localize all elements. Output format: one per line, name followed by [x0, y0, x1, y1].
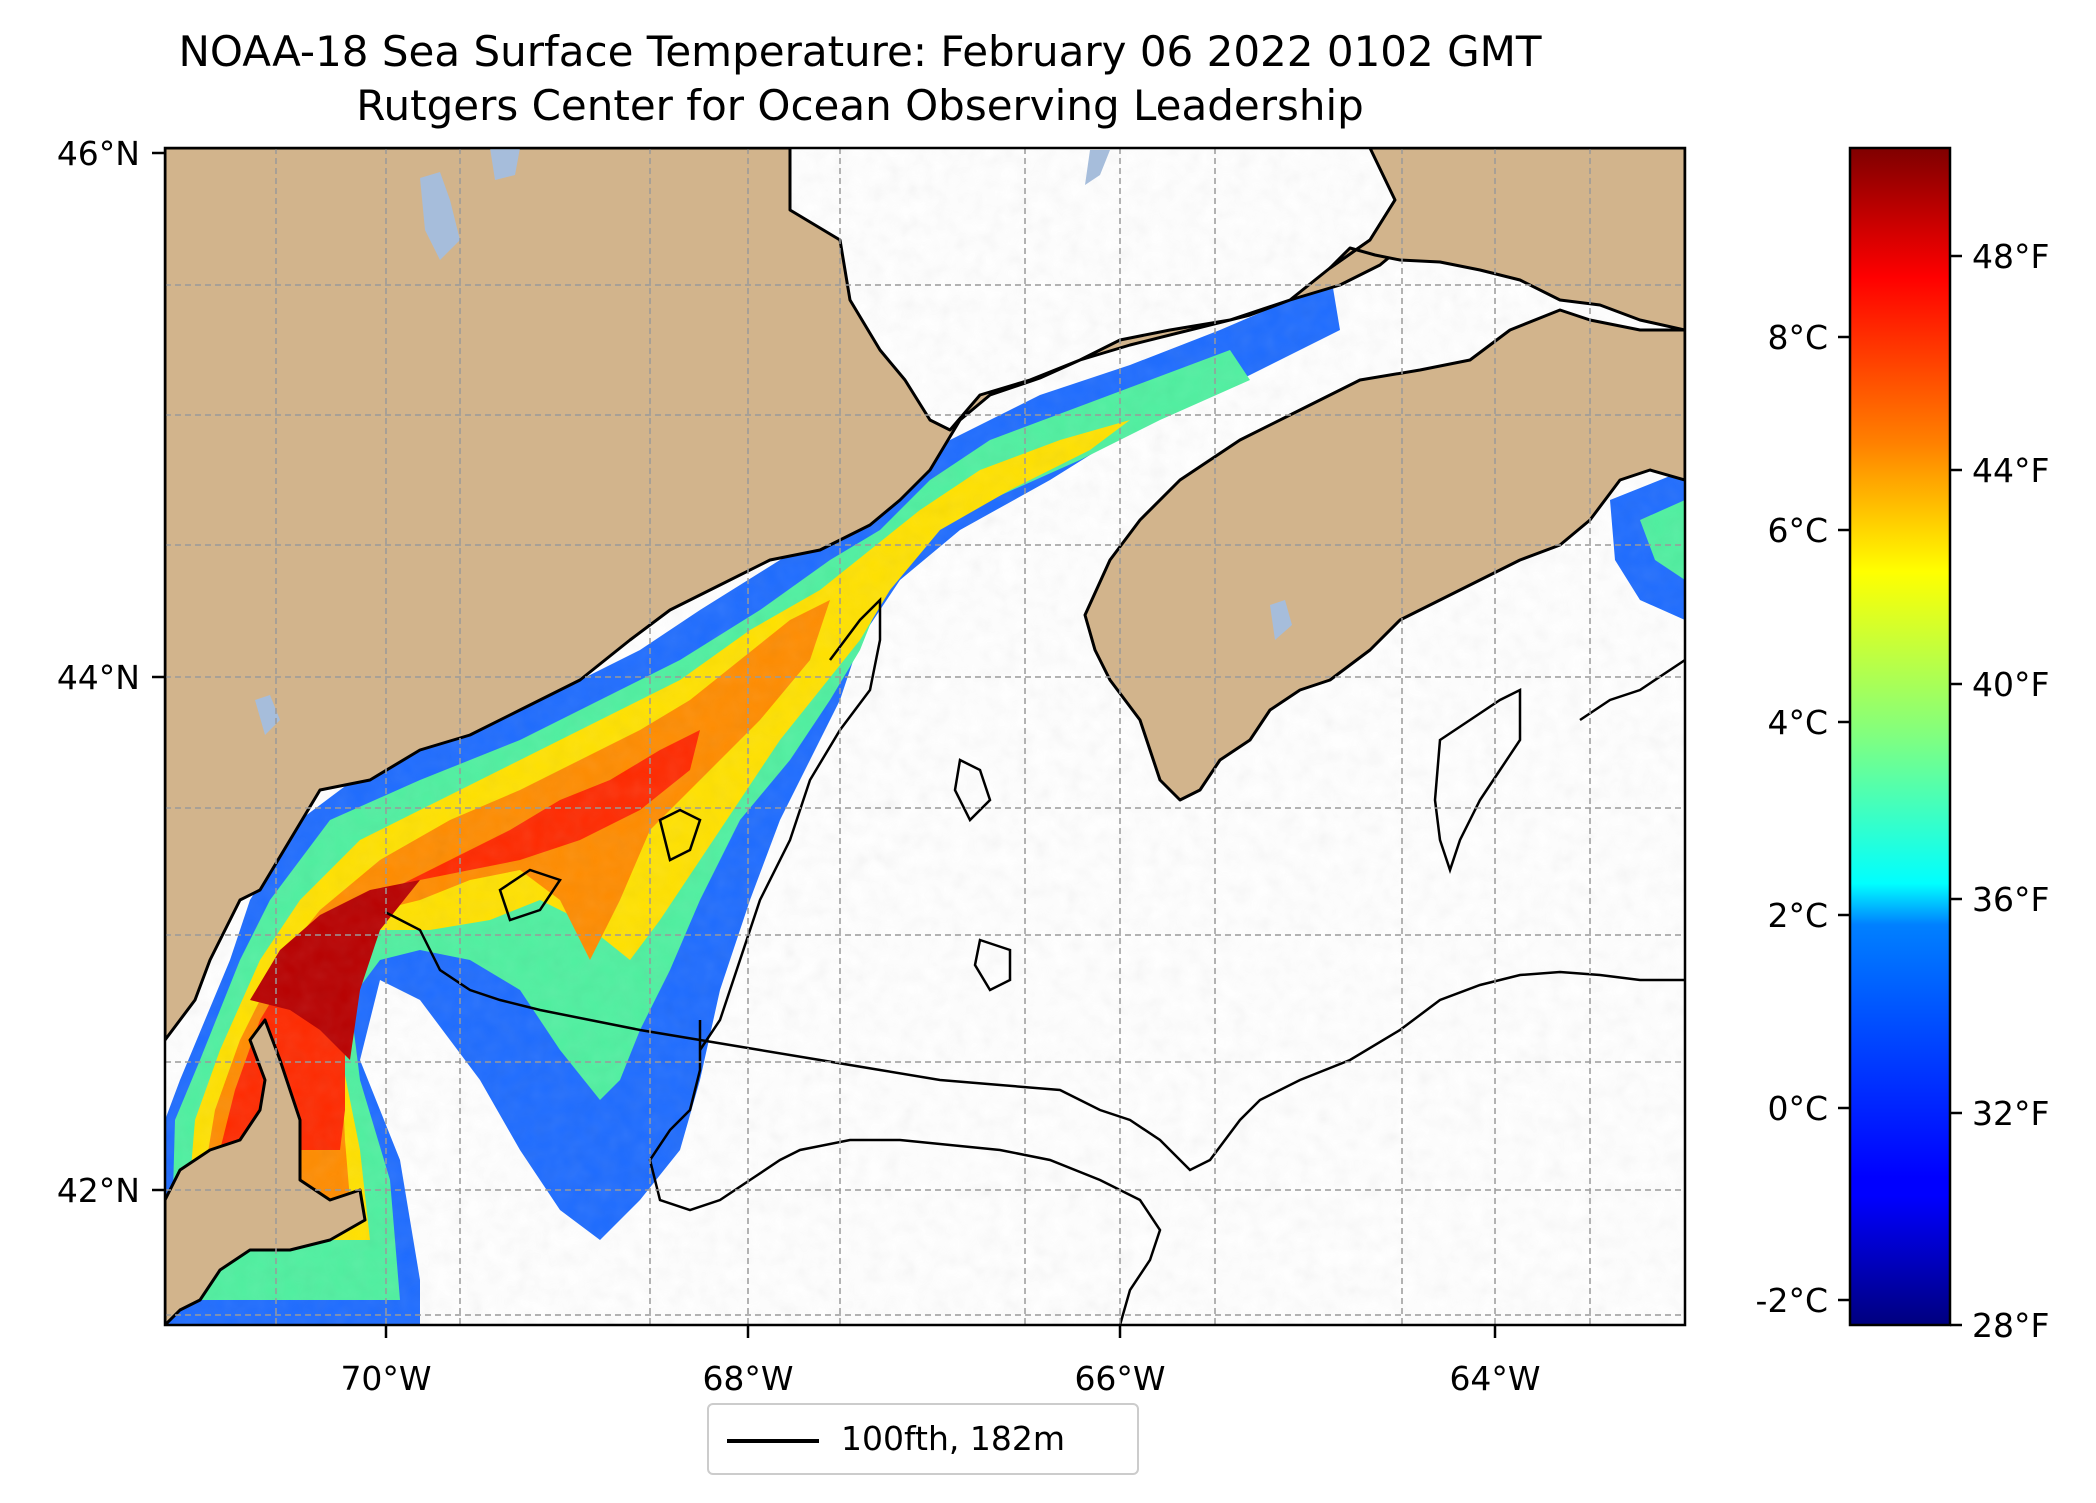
- lat-tick-label: 42°N: [57, 1171, 140, 1210]
- fahrenheit-tick-label: 44°F: [1972, 451, 2049, 490]
- map-panel: [165, 148, 1685, 1325]
- fahrenheit-tick-label: 28°F: [1972, 1306, 2049, 1345]
- colorbar: 8°C 6°C 4°C 2°C 0°C -2°C 48°F 44°F 40°F …: [1756, 146, 2049, 1345]
- lon-tick-label: 64°W: [1449, 1359, 1540, 1398]
- colorbar-ticks: [1838, 254, 1962, 1327]
- lakes: [255, 148, 1292, 735]
- celsius-tick-label: 8°C: [1767, 318, 1828, 357]
- map-subtitle: Rutgers Center for Ocean Observing Leade…: [356, 81, 1364, 130]
- fahrenheit-tick-label: 48°F: [1972, 237, 2049, 276]
- fahrenheit-tick-label: 36°F: [1972, 880, 2049, 919]
- legend-line-swatch: [727, 1439, 819, 1443]
- lat-tick-label: 44°N: [57, 658, 140, 697]
- gridlines: [165, 148, 1685, 1325]
- lon-tick-label: 68°W: [702, 1359, 793, 1398]
- legend-label: 100fth, 182m: [841, 1419, 1065, 1458]
- map-legend: 100fth, 182m: [707, 1403, 1139, 1475]
- fahrenheit-tick-label: 32°F: [1972, 1094, 2049, 1133]
- colorbar-gradient: [1848, 146, 1952, 1327]
- fahrenheit-tick-label: 40°F: [1972, 665, 2049, 704]
- celsius-tick-label: 6°C: [1767, 511, 1828, 550]
- celsius-tick-label: 0°C: [1767, 1089, 1828, 1128]
- celsius-tick-label: 2°C: [1767, 896, 1828, 935]
- lon-tick-label: 70°W: [340, 1359, 431, 1398]
- celsius-tick-label: 4°C: [1767, 703, 1828, 742]
- axis-ticks: [152, 151, 1497, 1338]
- map-title: NOAA-18 Sea Surface Temperature: Februar…: [178, 27, 1542, 76]
- celsius-tick-label: -2°C: [1756, 1281, 1828, 1320]
- map-frame: [163, 146, 1687, 1327]
- lon-tick-label: 66°W: [1074, 1359, 1165, 1398]
- lat-tick-label: 46°N: [57, 134, 140, 173]
